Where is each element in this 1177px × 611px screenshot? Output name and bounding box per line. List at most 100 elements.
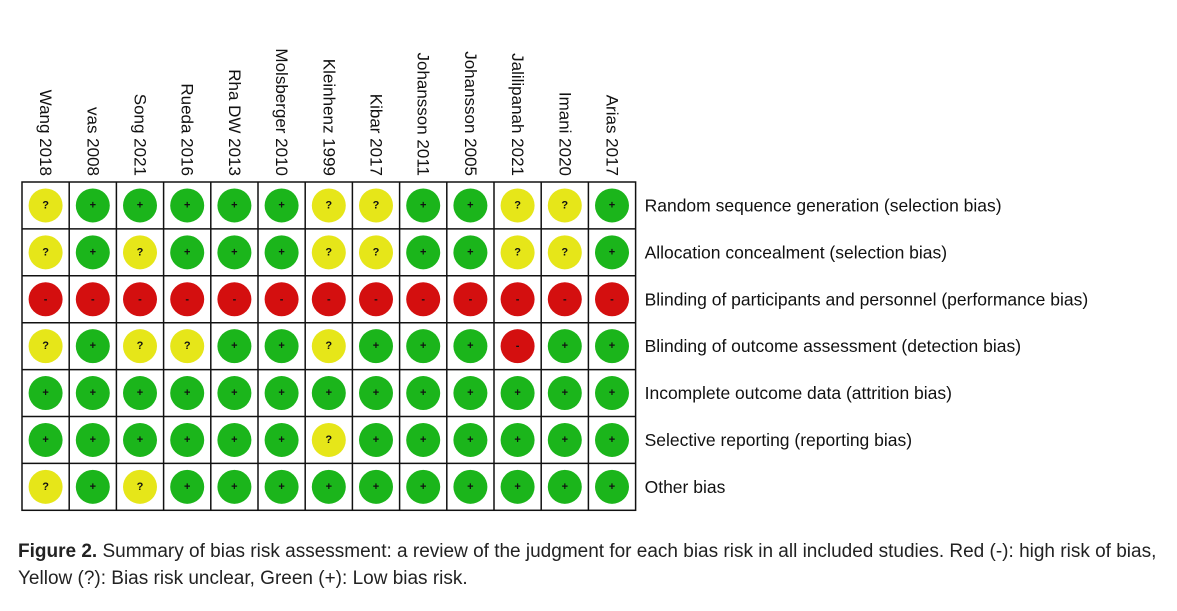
- judgment-circle: [123, 282, 157, 317]
- judgment-symbol: -: [516, 293, 520, 305]
- judgment-circle: [406, 329, 441, 364]
- judgment-circle: [311, 188, 346, 223]
- judgment-circle: [264, 469, 299, 504]
- judgment-symbol: +: [514, 481, 520, 493]
- judgment-circle: [547, 329, 582, 364]
- judgment-symbol: +: [609, 387, 615, 399]
- judgment-circle: [217, 282, 252, 317]
- judgment-symbol: +: [467, 387, 473, 399]
- judgment-circle: [595, 422, 629, 457]
- judgment-circle: [123, 235, 157, 270]
- judgment-circle: [453, 469, 488, 504]
- judgment-circle: [359, 422, 393, 457]
- study-label: Kibar 2017: [367, 94, 386, 176]
- judgment-circle: [264, 188, 299, 223]
- judgment-symbol: ?: [137, 481, 144, 493]
- judgment-circle: [28, 376, 63, 411]
- judgment-symbol: +: [609, 434, 615, 446]
- judgment-circle: [595, 329, 629, 364]
- judgment-symbol: +: [326, 481, 332, 493]
- judgment-symbol: +: [609, 481, 615, 493]
- judgment-symbol: +: [184, 434, 190, 446]
- judgment-symbol: +: [467, 481, 473, 493]
- judgment-circle: [453, 329, 488, 364]
- judgment-circle: [595, 469, 629, 504]
- domain-label: Blinding of participants and personnel (…: [645, 289, 1089, 309]
- risk-of-bias-figure: Wang 2018 vas 2008 Song 2021 Rueda 2016 Rha …: [21, 48, 1089, 512]
- judgment-symbol: -: [91, 293, 95, 305]
- judgment-symbol: -: [563, 293, 567, 305]
- study-label: Wang 2018: [36, 90, 55, 176]
- judgment-circle: [170, 282, 205, 317]
- judgment-circle: [28, 188, 63, 223]
- judgment-circle: [217, 469, 252, 504]
- study-label: Imani 2020: [555, 92, 574, 176]
- judgment-circle: [406, 235, 441, 270]
- judgment-symbol: ?: [514, 199, 521, 211]
- judgment-circle: [500, 376, 535, 411]
- judgment-circle: [453, 282, 488, 317]
- judgment-circle: [406, 188, 441, 223]
- judgment-symbol: +: [373, 340, 379, 352]
- caption-label: Figure 2.: [18, 541, 98, 562]
- judgment-symbol: +: [326, 387, 332, 399]
- judgment-circle: [217, 422, 252, 457]
- judgment-circle: [453, 376, 488, 411]
- judgment-circle: [123, 376, 157, 411]
- domain-label: Incomplete outcome data (attrition bias): [645, 383, 952, 403]
- judgment-circle: [547, 188, 582, 223]
- judgment-symbol: +: [90, 481, 96, 493]
- judgment-symbol: +: [184, 481, 190, 493]
- judgment-circle: [217, 376, 252, 411]
- judgment-circle: [500, 282, 535, 317]
- study-label: Kleinhenz 1999: [319, 59, 338, 176]
- judgment-symbol: ?: [561, 246, 568, 258]
- judgment-circle: [359, 469, 393, 504]
- judgment-symbol: ?: [42, 340, 49, 352]
- judgment-circle: [264, 282, 299, 317]
- judgment-symbol: +: [467, 246, 473, 258]
- judgment-circle: [547, 469, 582, 504]
- judgment-circle: [595, 282, 629, 317]
- judgment-symbol: +: [231, 481, 237, 493]
- judgment-symbol: -: [421, 293, 425, 305]
- judgment-symbol: +: [420, 246, 426, 258]
- judgment-circle: [359, 329, 393, 364]
- caption-text: Summary of bias risk assessment: a revie…: [18, 541, 1157, 589]
- judgment-symbol: -: [327, 293, 331, 305]
- judgment-circle: [75, 235, 110, 270]
- judgment-symbol: ?: [184, 340, 191, 352]
- judgment-symbol: -: [280, 293, 284, 305]
- judgment-circle: [547, 422, 582, 457]
- judgment-symbol: +: [420, 434, 426, 446]
- judgment-symbol: +: [137, 434, 143, 446]
- study-label: vas 2008: [83, 107, 102, 176]
- judgment-symbol: +: [231, 199, 237, 211]
- judgment-symbol: +: [420, 340, 426, 352]
- judgment-circle: [123, 188, 157, 223]
- judgment-symbol: ?: [373, 199, 380, 211]
- judgment-symbol: +: [514, 434, 520, 446]
- judgment-symbol: +: [137, 387, 143, 399]
- judgment-symbol: +: [373, 481, 379, 493]
- judgment-symbol: ?: [514, 246, 521, 258]
- judgment-symbol: +: [90, 387, 96, 399]
- judgment-circle: [311, 422, 346, 457]
- judgment-symbol: +: [42, 387, 48, 399]
- judgment-circle: [75, 188, 110, 223]
- caption: Figure 2. Summary of bias risk assessmen…: [18, 538, 1158, 592]
- judgment-symbol: -: [374, 293, 378, 305]
- study-label: Johansson 2005: [461, 51, 480, 176]
- judgment-circle: [595, 376, 629, 411]
- judgment-circle: [406, 422, 441, 457]
- judgment-circle: [406, 376, 441, 411]
- study-label: Song 2021: [131, 94, 150, 176]
- judgment-circle: [547, 376, 582, 411]
- judgment-symbol: ?: [325, 246, 332, 258]
- grid-border: [21, 181, 637, 512]
- judgment-circle: [453, 422, 488, 457]
- judgment-symbol: ?: [42, 199, 49, 211]
- judgment-circle: [264, 235, 299, 270]
- judgment-circle: [595, 235, 629, 270]
